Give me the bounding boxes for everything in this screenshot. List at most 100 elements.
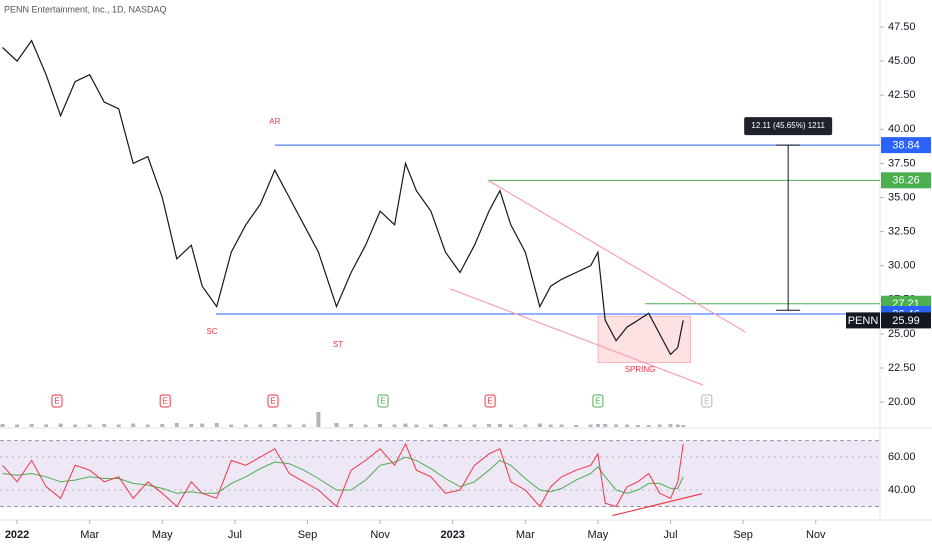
y-tick-label: 32.50 <box>888 226 916 238</box>
earnings-marker <box>267 394 279 408</box>
volume-bar <box>363 424 368 427</box>
volume-bar <box>287 424 292 427</box>
volume-bar <box>508 424 513 427</box>
earnings-label: E <box>163 397 168 406</box>
volume-bar <box>624 424 629 427</box>
y-tick-label: 35.00 <box>888 191 916 203</box>
volume-bar <box>349 424 354 427</box>
x-tick-label: May <box>588 529 609 541</box>
volume-bar <box>316 412 321 427</box>
volume-bar <box>548 424 553 427</box>
earnings-marker <box>484 394 496 408</box>
rsi-line <box>2 442 684 508</box>
volume-bar <box>414 424 419 427</box>
x-tick-label: Jul <box>228 529 242 541</box>
y-tick-label: 22.50 <box>888 362 916 374</box>
rsi-trend-line <box>612 493 703 517</box>
volume-bar <box>58 423 63 427</box>
earnings-marker <box>701 394 713 408</box>
volume-bar <box>116 424 121 427</box>
x-tick-label: Mar <box>516 529 535 541</box>
volume-bar <box>603 424 608 427</box>
y-tick-label: 37.50 <box>888 157 916 169</box>
volume-bar <box>243 424 248 427</box>
volume-bar <box>497 424 502 427</box>
x-tick-label: Nov <box>370 529 390 541</box>
symbol-badge <box>846 312 880 329</box>
trend-line <box>487 179 746 333</box>
volume-bar <box>102 424 107 427</box>
chart-title: PENN Entertainment, Inc., 1D, NASDAQ <box>4 4 167 14</box>
price-badge <box>881 137 931 154</box>
measure-box <box>744 117 833 136</box>
volume-bar <box>378 424 383 427</box>
earnings-marker <box>159 394 171 408</box>
volume-bar <box>392 424 397 427</box>
y-tick-label: 47.50 <box>888 21 916 33</box>
volume-bar <box>160 424 165 427</box>
volume-bar <box>635 425 640 427</box>
price-badge <box>881 312 931 329</box>
price-badge-label: 25.99 <box>892 315 920 327</box>
earnings-label: E <box>380 397 385 406</box>
volume-bar <box>0 424 5 427</box>
volume-bar <box>87 424 92 427</box>
volume-bar <box>258 424 263 427</box>
volume-bar <box>403 423 408 427</box>
volume-bar <box>657 424 662 427</box>
volume-bar <box>15 424 20 427</box>
volume-bar <box>214 423 219 427</box>
volume-bar <box>668 424 673 427</box>
earnings-label: E <box>704 397 709 406</box>
earnings-marker <box>592 394 604 408</box>
y-tick-label: 30.00 <box>888 260 916 272</box>
price-line <box>2 39 684 356</box>
volume-bar <box>595 424 600 427</box>
volume-bar <box>537 423 542 427</box>
price-badge-label: 38.84 <box>892 140 920 152</box>
volume-bar <box>229 424 234 427</box>
x-tick-label: Mar <box>80 529 99 541</box>
volume-bar <box>614 424 619 427</box>
x-tick-label: Jul <box>663 529 677 541</box>
volume-bar <box>272 424 277 427</box>
volume-bar <box>472 424 477 427</box>
x-tick-label: May <box>152 529 173 541</box>
y-tick-label: 20.00 <box>888 396 916 408</box>
volume-bar <box>73 424 78 427</box>
volume-bar <box>487 424 492 427</box>
x-tick-label: Sep <box>733 529 753 541</box>
rsi-tick-label: 40.00 <box>888 484 916 496</box>
measure-label: 12.11 (45.65%) 1211 <box>751 121 825 130</box>
earnings-label: E <box>270 397 275 406</box>
volume-bar <box>428 424 433 427</box>
spring-box <box>597 315 691 364</box>
volume-bar <box>588 424 593 427</box>
volume-bar <box>131 423 136 427</box>
earnings-marker <box>51 394 63 408</box>
x-tick-label: Sep <box>298 529 318 541</box>
symbol-badge-label: PENN <box>848 315 879 327</box>
x-tick-label: 2023 <box>440 529 464 541</box>
wyckoff-label: ST <box>333 340 343 349</box>
earnings-label: E <box>595 397 600 406</box>
volume-bar <box>559 424 564 427</box>
earnings-label: E <box>54 397 59 406</box>
y-tick-label: 45.00 <box>888 55 916 67</box>
volume-bar <box>301 424 306 427</box>
volume-bar <box>145 424 150 427</box>
volume-bar <box>443 424 448 427</box>
y-tick-label: 42.50 <box>888 89 916 101</box>
volume-bar <box>200 423 205 427</box>
y-tick-label: 40.00 <box>888 123 916 135</box>
volume-bar <box>675 424 680 427</box>
wyckoff-label: SPRING <box>625 365 656 374</box>
volume-bar <box>44 424 49 427</box>
earnings-label: E <box>487 397 492 406</box>
price-badge-label: 36.26 <box>892 175 920 187</box>
volume-bar <box>189 424 194 427</box>
x-tick-label: Nov <box>806 529 826 541</box>
volume-bar <box>523 424 528 427</box>
wyckoff-label: SC <box>206 327 217 336</box>
